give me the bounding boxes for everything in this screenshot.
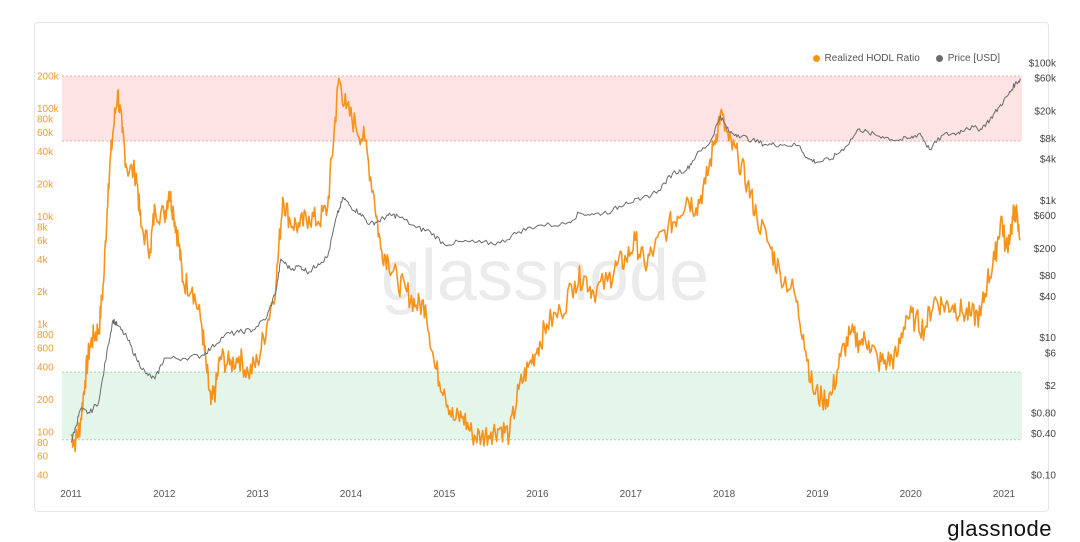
legend-item-hodl[interactable]: Realized HODL Ratio [812,53,920,64]
left-tick-label: 60k [37,128,54,139]
zone-red [62,76,1022,141]
right-tick-label: $1k [1040,196,1057,207]
right-tick-label: $0.40 [1031,429,1056,440]
left-tick-label: 800 [37,330,54,341]
right-tick-label: $4k [1040,154,1057,165]
x-tick-label: 2017 [620,489,643,500]
left-tick-label: 600 [37,344,54,355]
left-tick-label: 400 [37,363,54,374]
series-line-price-usd [70,78,1021,443]
x-tick-label: 2011 [60,489,82,500]
legend-swatch-hodl [812,55,820,62]
legend-item-price[interactable]: Price [USD] [935,53,1000,64]
right-tick-label: $80 [1039,271,1056,282]
left-tick-label: 20k [37,179,54,190]
left-tick-label: 40 [37,471,49,482]
right-tick-label: $10 [1039,333,1056,344]
right-tick-label: $0.80 [1031,408,1056,419]
left-tick-label: 80k [37,114,54,125]
left-tick-label: 60 [37,452,49,463]
right-tick-label: $2 [1045,381,1057,392]
x-tick-label: 2016 [526,489,549,500]
x-tick-label: 2019 [806,489,829,500]
x-tick-label: 2013 [246,489,269,500]
right-tick-label: $100k [1029,59,1057,70]
left-tick-label: 200k [37,72,60,83]
left-tick-label: 2k [37,287,49,298]
zone-green [62,372,1022,440]
legend-swatch-price [935,55,943,62]
right-tick-label: $0.10 [1031,471,1056,482]
right-tick-label: $40 [1039,292,1056,303]
right-tick-label: $6 [1045,348,1057,359]
left-tick-label: 200 [37,395,54,406]
right-tick-label: $200 [1034,244,1057,255]
left-tick-label: 6k [37,236,49,247]
watermark-text: glassnode [381,236,709,316]
brand-logo-text: glassnode [947,516,1052,541]
series-line-realized-hodl-ratio [70,77,1021,453]
left-tick-label: 100k [37,104,60,115]
right-tick-label: $600 [1034,211,1057,222]
x-tick-label: 2021 [993,489,1016,500]
x-tick-label: 2014 [340,489,363,500]
x-tick-label: 2020 [900,489,923,500]
right-tick-label: $8k [1040,134,1057,145]
x-tick-label: 2015 [433,489,456,500]
legend-label-price: Price [USD] [947,53,1000,64]
left-tick-label: 1k [37,320,49,331]
left-tick-label: 8k [37,222,49,233]
legend-label-hodl: Realized HODL Ratio [824,53,920,64]
right-tick-label: $20k [1034,106,1057,117]
right-tick-label: $60k [1034,74,1057,85]
x-tick-label: 2018 [713,489,736,500]
chart-legend: Realized HODL Ratio Price [USD] [812,53,1000,64]
left-tick-label: 100 [37,428,54,439]
x-tick-label: 2012 [153,489,176,500]
left-tick-label: 80 [37,438,49,449]
left-tick-label: 4k [37,255,49,266]
left-tick-label: 10k [37,212,54,223]
left-tick-label: 40k [37,147,54,158]
